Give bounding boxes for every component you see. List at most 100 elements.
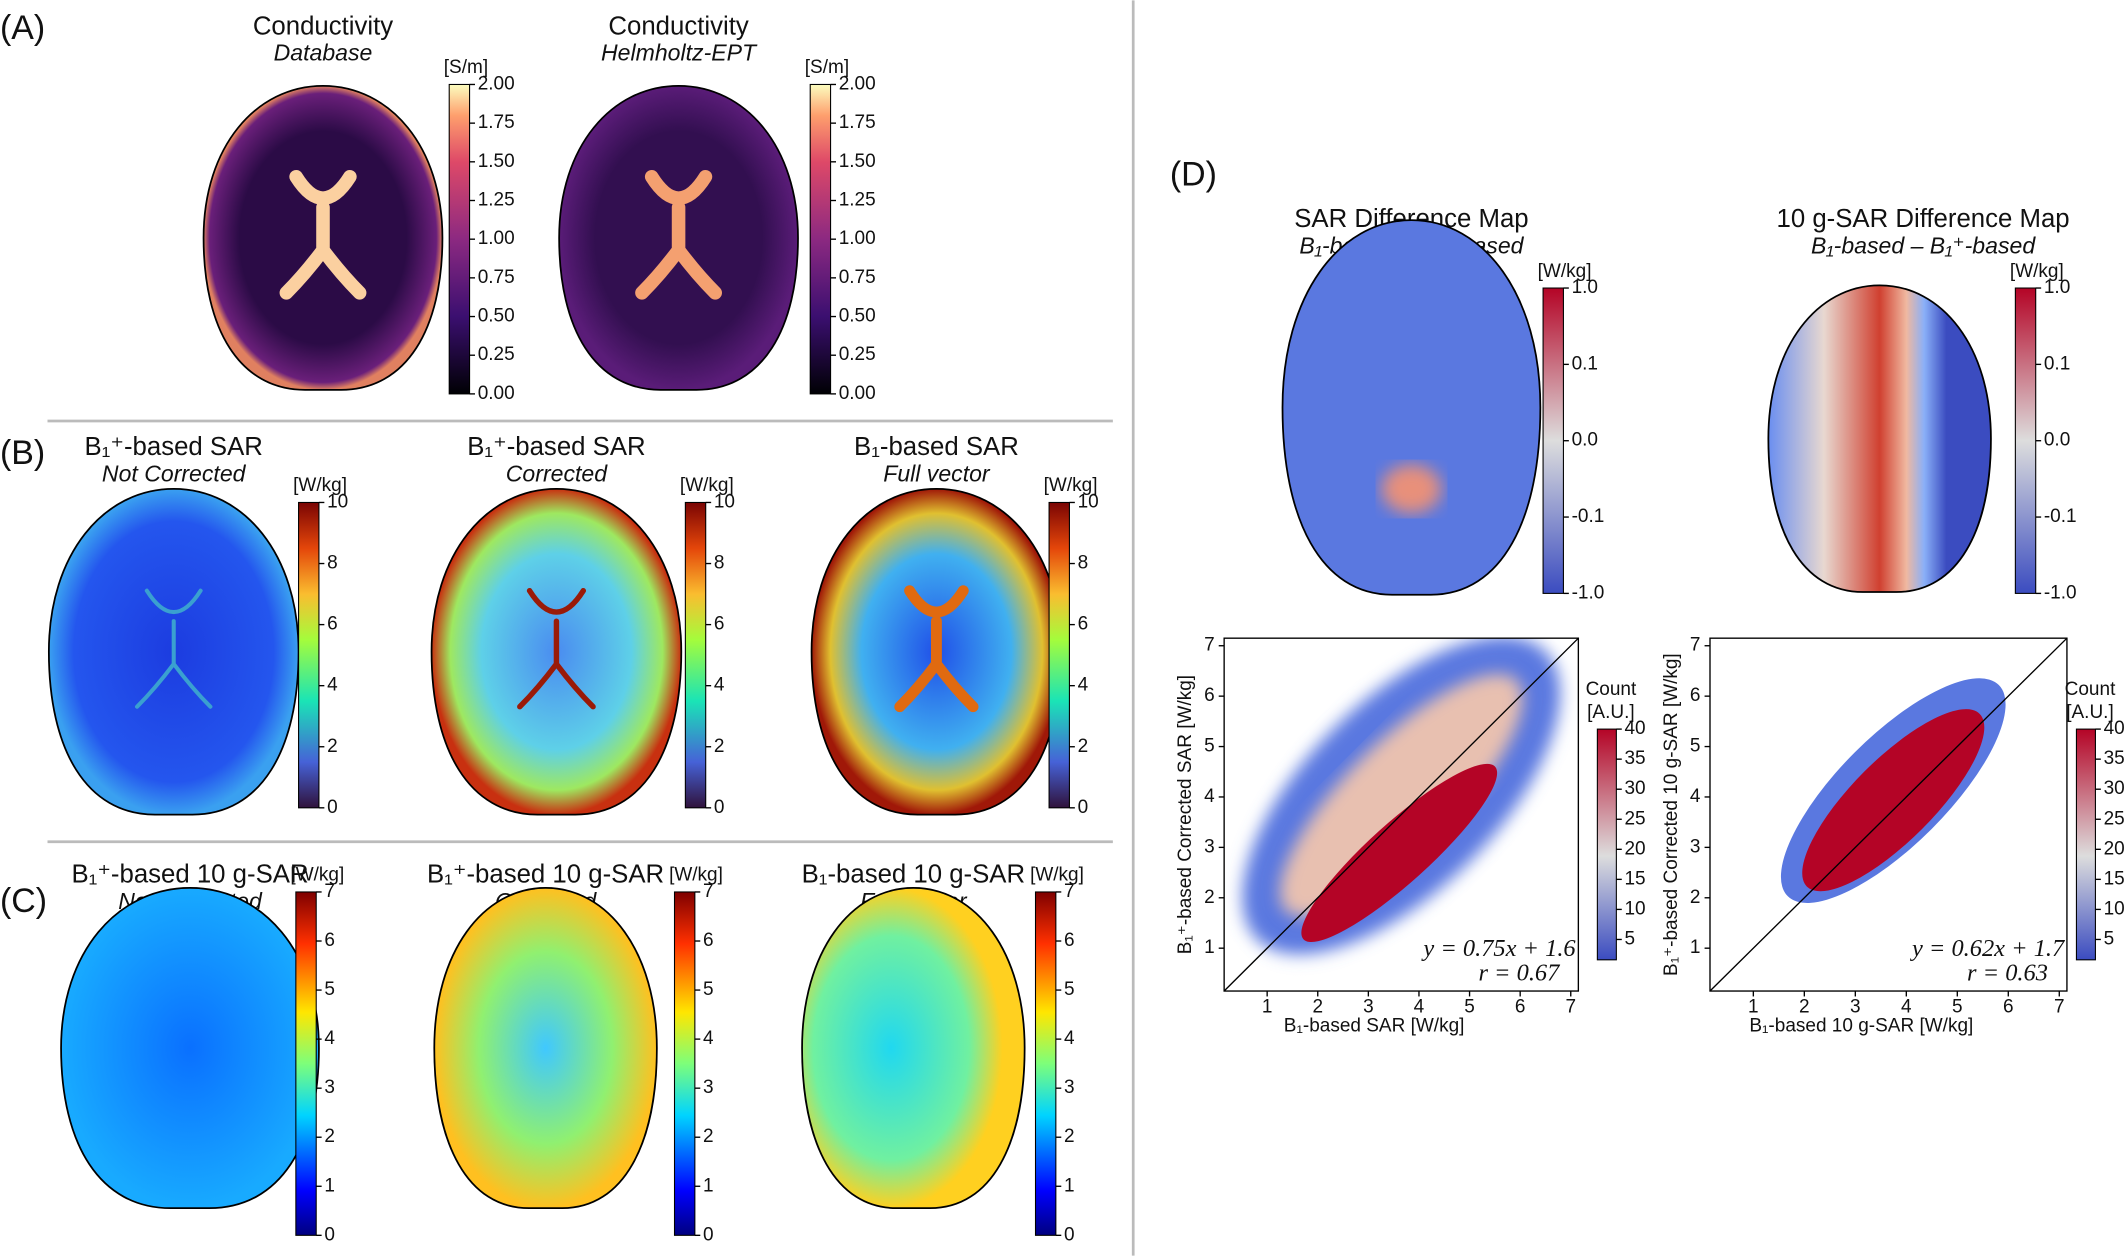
colorbar-tick-label: 2 xyxy=(1064,1126,1075,1147)
map-subtitle: Full vector xyxy=(883,460,991,486)
colorbar-tick-label: 1.00 xyxy=(839,228,876,249)
density-cloud xyxy=(1780,678,2006,903)
colorbar-tick-label: -0.1 xyxy=(1572,506,1605,527)
colorbar-title: Count xyxy=(2065,679,2116,700)
colorbar-tick-label: 6 xyxy=(1078,614,1089,635)
map-title: Conductivity xyxy=(608,12,748,40)
colorbar-tick-label: 0 xyxy=(1078,797,1089,818)
colorbar-tick-label: 0 xyxy=(324,1224,335,1245)
map-subtitle: Helmholtz-EPT xyxy=(601,40,758,66)
correlation: r = 0.63 xyxy=(1967,959,2048,986)
brain-map xyxy=(60,887,320,1210)
colorbar-unit: [A.U.] xyxy=(2066,702,2114,723)
colorbar xyxy=(1542,287,1564,594)
colorbar-tick-label: 6 xyxy=(327,614,338,635)
colorbar-tick-label: 0 xyxy=(703,1224,714,1245)
colorbar xyxy=(673,891,696,1236)
colorbar-tick-label: 35 xyxy=(2104,748,2125,769)
colorbar-tick-label: 1.0 xyxy=(1572,277,1598,298)
colorbar-tick-label: 0 xyxy=(714,797,725,818)
colorbar-tick-label: 2 xyxy=(327,736,338,757)
map-title: B₁-based SAR xyxy=(854,433,1019,461)
map-title: B₁⁺-based 10 g-SAR xyxy=(71,860,308,888)
colorbar-tick-label: 2 xyxy=(714,736,725,757)
correlation: r = 0.67 xyxy=(1478,959,1561,986)
x-tick-label: 5 xyxy=(1952,996,1963,1017)
y-tick-label: 2 xyxy=(1204,887,1215,908)
colorbar-tick-label: 7 xyxy=(324,881,335,902)
ventricle xyxy=(635,169,723,300)
colorbar-tick-label: 3 xyxy=(324,1077,335,1098)
colorbar-unit: [W/kg] xyxy=(293,475,347,496)
x-tick-label: 5 xyxy=(1464,996,1475,1017)
colorbar xyxy=(809,83,832,395)
panel-label: (A) xyxy=(0,9,45,47)
x-tick-label: 1 xyxy=(1262,996,1273,1017)
colorbar-unit: [A.U.] xyxy=(1587,702,1635,723)
colorbar-tick-label: 40 xyxy=(1625,718,1646,739)
colorbar-tick-label: 6 xyxy=(1064,930,1075,951)
colorbar-tick-label: 0.25 xyxy=(478,344,515,365)
colorbar-tick-label: 35 xyxy=(1625,748,1646,769)
brain-map xyxy=(433,887,658,1210)
hotspot xyxy=(1381,464,1442,514)
colorbar-tick-label: -1.0 xyxy=(2044,582,2077,603)
colorbar xyxy=(1048,501,1070,809)
x-tick-label: 6 xyxy=(2003,996,2014,1017)
colorbar-tick-label: 1 xyxy=(1064,1175,1075,1196)
colorbar-tick-label: 1.50 xyxy=(839,151,876,172)
colorbar-unit: [W/kg] xyxy=(2010,261,2064,282)
x-tick-label: 4 xyxy=(1414,996,1425,1017)
colorbar xyxy=(1596,728,1617,961)
ventricle xyxy=(517,587,596,710)
colorbar-tick-label: 2.00 xyxy=(839,73,876,94)
y-axis-label: B₁⁺-based Corrected 10 g-SAR [W/kg] xyxy=(1661,653,1682,976)
colorbar-unit: [W/kg] xyxy=(680,475,734,496)
colorbar-tick-label: 10 xyxy=(1078,491,1099,512)
y-tick-label: 7 xyxy=(1690,635,1701,656)
x-axis-label: B₁-based 10 g-SAR [W/kg] xyxy=(1749,1015,1973,1036)
x-tick-label: 4 xyxy=(1901,996,1912,1017)
map-title: 10 g-SAR Difference Map xyxy=(1777,205,2070,233)
colorbar-tick-label: 8 xyxy=(1078,553,1089,574)
colorbar-tick-label: -1.0 xyxy=(1572,582,1605,603)
y-tick-label: 3 xyxy=(1204,836,1215,857)
colorbar-tick-label: 15 xyxy=(1625,868,1646,889)
y-axis-label: B₁⁺-based Corrected SAR [W/kg] xyxy=(1175,675,1196,954)
colorbar-tick-label: 10 xyxy=(327,491,348,512)
colorbar-tick-label: 0.00 xyxy=(478,383,515,404)
y-tick-label: 1 xyxy=(1204,937,1215,958)
y-tick-label: 3 xyxy=(1690,836,1701,857)
colorbar-tick-label: 7 xyxy=(1064,881,1075,902)
x-tick-label: 2 xyxy=(1312,996,1323,1017)
colorbar xyxy=(2075,728,2096,961)
plot-frame xyxy=(1709,637,2068,992)
colorbar-tick-label: -0.1 xyxy=(2044,506,2077,527)
colorbar xyxy=(448,83,471,395)
y-tick-label: 7 xyxy=(1204,635,1215,656)
y-tick-label: 5 xyxy=(1204,736,1215,757)
identity-line xyxy=(1223,637,1579,992)
x-axis-label: B₁-based SAR [W/kg] xyxy=(1284,1015,1465,1036)
x-tick-label: 6 xyxy=(1515,996,1526,1017)
colorbar-tick-label: 6 xyxy=(703,930,714,951)
colorbar-tick-label: 1.00 xyxy=(478,228,515,249)
colorbar-tick-label: 1.75 xyxy=(839,112,876,133)
colorbar-tick-label: 1.25 xyxy=(478,190,515,211)
colorbar-tick-label: 8 xyxy=(714,553,725,574)
map-title: B₁-based 10 g-SAR xyxy=(802,860,1026,888)
colorbar-tick-label: 2.00 xyxy=(478,73,515,94)
colorbar-tick-label: 4 xyxy=(714,675,725,696)
density-high xyxy=(1802,709,1985,892)
colorbar-tick-label: 0 xyxy=(327,797,338,818)
brain-map xyxy=(1767,284,1992,593)
ventricle xyxy=(135,588,213,709)
colorbar-tick-label: 0.75 xyxy=(839,267,876,288)
panel-label: (B) xyxy=(0,434,45,472)
colorbar-tick-label: 30 xyxy=(1625,778,1646,799)
colorbar-tick-label: 7 xyxy=(703,881,714,902)
colorbar-tick-label: 10 xyxy=(714,491,735,512)
colorbar-tick-label: 5 xyxy=(703,979,714,1000)
colorbar-unit: [W/kg] xyxy=(1030,865,1084,886)
fit-equation: y = 0.75x + 1.6 xyxy=(1420,935,1576,962)
